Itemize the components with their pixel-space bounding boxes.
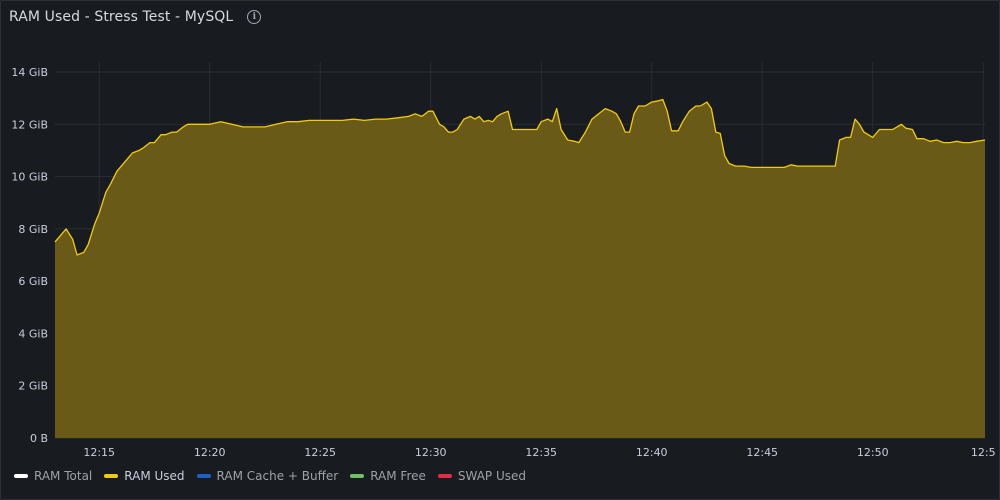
legend: RAM Total RAM Used RAM Cache + Buffer RA… (14, 469, 526, 483)
y-tick-label: 8 GiB (18, 223, 48, 236)
legend-label: RAM Cache + Buffer (216, 469, 339, 483)
y-tick-label: 14 GiB (11, 66, 48, 79)
legend-swatch (14, 474, 28, 478)
legend-item-ram-used[interactable]: RAM Used (104, 469, 185, 483)
x-tick-label: 12:50 (857, 446, 889, 459)
info-icon[interactable]: i (247, 10, 262, 24)
x-tick-label: 12:30 (415, 446, 447, 459)
y-tick-label: 4 GiB (18, 327, 48, 340)
legend-item-ram-cache-buffer[interactable]: RAM Cache + Buffer (196, 469, 339, 483)
x-tick-label: 12:35 (525, 446, 557, 459)
legend-label: RAM Used (124, 469, 185, 483)
y-tick-label: 12 GiB (11, 118, 48, 131)
legend-label: SWAP Used (457, 469, 527, 483)
legend-swatch (437, 474, 452, 478)
x-tick-label: 12:25 (304, 446, 336, 459)
legend-label: RAM Free (370, 469, 426, 483)
x-tick-label: 12:15 (83, 446, 115, 459)
legend-swatch (350, 474, 365, 478)
chart-area (54, 98, 986, 438)
y-axis: 0 B 2 GiB 4 GiB 6 GiB 8 GiB 10 GiB 12 GiB 14 Gi… (11, 66, 48, 445)
legend-item-ram-total[interactable]: RAM Total (14, 469, 92, 483)
x-tick-label: 12:45 (746, 446, 778, 459)
panel-title[interactable]: RAM Used - Stress Test - MySQL (9, 9, 234, 25)
legend-swatch (196, 474, 211, 478)
y-tick-label: 2 GiB (18, 380, 48, 393)
legend-item-ram-free[interactable]: RAM Free (350, 469, 426, 483)
series-line-ram-used (54, 98, 986, 256)
x-tick-label: 12:20 (194, 446, 226, 459)
legend-swatch (104, 474, 119, 478)
x-tick-label: 12:40 (636, 446, 668, 459)
panel-header[interactable]: RAM Used - Stress Test - MySQL i (9, 7, 262, 27)
legend-label: RAM Total (34, 469, 93, 483)
y-tick-label: 6 GiB (18, 275, 48, 288)
legend-item-swap-used[interactable]: SWAP Used (437, 469, 527, 483)
y-tick-label: 10 GiB (11, 171, 48, 184)
y-tick-label: 0 B (30, 432, 48, 445)
series-area-ram-used (55, 99, 985, 438)
x-axis: 12:15 12:20 12:25 12:30 12:35 12:40 12:45 12:50… (83, 446, 995, 459)
x-tick-label: 12:5 (971, 446, 996, 459)
